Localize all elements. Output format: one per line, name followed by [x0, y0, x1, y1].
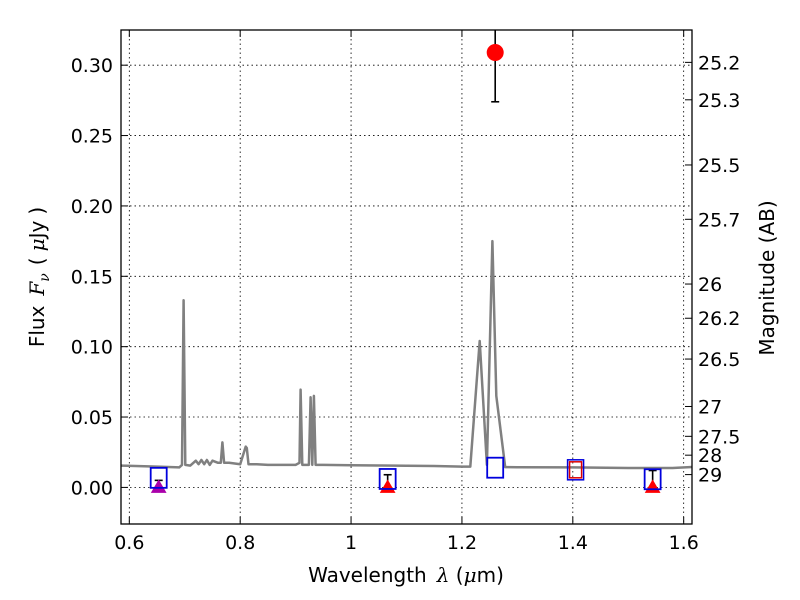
mag-tick-label: 25.3	[698, 90, 740, 112]
y-tick-label: 0.20	[71, 196, 113, 218]
model-photometry-square	[566, 459, 585, 481]
x-tick-label: 1.6	[669, 532, 699, 554]
mag-tick-label: 25.5	[698, 155, 740, 177]
mag-tick-label: 25.7	[698, 209, 740, 231]
model-spectrum-line	[120, 239, 693, 470]
axis-ticks: 0.6 0.8 1 1.2 1.4 1.6 0.00 0.05 0.10 0.15 0.20 0.25…	[71, 30, 740, 554]
y2-axis-title: Magnitude (AB)	[755, 200, 779, 355]
y-tick-label: 0.05	[71, 407, 113, 429]
grid-lines	[121, 30, 692, 524]
x-tick-label: 1.4	[558, 532, 588, 554]
upper-limit-triangle	[379, 479, 396, 493]
plot-frame	[120, 29, 693, 525]
y-tick-label: 0.00	[71, 477, 113, 499]
mag-tick-label: 25.2	[698, 52, 740, 74]
markers	[149, 30, 662, 493]
y-tick-label: 0.25	[71, 126, 113, 148]
mag-tick-label: 29	[698, 465, 722, 487]
x-tick-label: 0.6	[114, 532, 144, 554]
y-axis-title: FluxFν(μJy)	[25, 207, 53, 347]
model-photometry-square	[486, 456, 505, 479]
detection-point	[486, 44, 504, 62]
x-tick-label: 1	[345, 532, 357, 554]
x-axis-title: Wavelength λ (μm)	[308, 563, 504, 587]
model-photometry-square	[149, 466, 168, 489]
y-tick-label: 0.30	[71, 55, 113, 77]
mag-tick-label: 26	[698, 274, 722, 296]
x-tick-label: 1.2	[447, 532, 477, 554]
mag-tick-label: 26.5	[698, 349, 740, 371]
model-photometry-square	[643, 468, 662, 491]
upper-limit-triangle	[150, 479, 167, 493]
mag-tick-label: 27.5	[698, 426, 740, 448]
medium-band-square	[568, 461, 583, 479]
upper-limit-triangle	[644, 479, 661, 493]
mag-tick-label: 26.2	[698, 308, 740, 330]
y-tick-label: 0.10	[71, 337, 113, 359]
x-tick-label: 0.8	[225, 532, 255, 554]
model-spectrum-series	[120, 239, 693, 470]
mag-tick-label: 27	[698, 396, 722, 418]
model-photometry-square	[378, 468, 397, 490]
mag-tick-label: 28	[698, 445, 722, 467]
y-tick-label: 0.15	[71, 266, 113, 288]
